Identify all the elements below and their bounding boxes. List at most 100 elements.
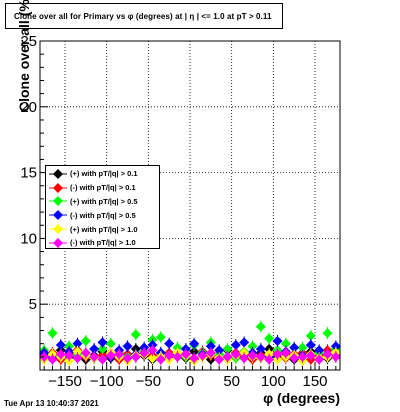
chart-title-box: Clone over all for Primary vs φ (degrees… [5, 3, 283, 29]
data-point [47, 353, 58, 366]
legend-label: (+) with pT/|q| > 0.1 [70, 169, 138, 179]
data-point [314, 353, 325, 366]
data-point [180, 348, 191, 361]
data-point [197, 349, 208, 362]
diamond-marker [322, 328, 333, 339]
diamond-marker [172, 351, 183, 362]
legend-entry: (-) with pT/|q| > 1.0 [46, 236, 159, 250]
data-point [97, 336, 108, 349]
diamond-marker [289, 342, 300, 353]
data-point [72, 352, 83, 365]
data-point [322, 327, 333, 340]
diamond-marker [205, 341, 216, 352]
diamond-marker [247, 350, 258, 361]
data-point [164, 337, 175, 350]
diamond-marker [247, 341, 258, 352]
diamond-marker [205, 347, 216, 358]
tick-labels: 5 10 15 20 25 −150 −100 −50 0 50 100 150 [20, 33, 327, 390]
y-tick-label: 25 [20, 33, 37, 50]
data-markers [39, 320, 341, 367]
diamond-marker [155, 354, 166, 365]
data-point [255, 342, 266, 355]
data-point [239, 352, 250, 365]
legend-entry: (+) with pT/|q| > 1.0 [46, 222, 159, 236]
data-point [289, 352, 300, 365]
diamond-marker [255, 351, 266, 362]
diamond-marker [97, 337, 108, 348]
y-axis-label: Clone over all (%) [16, 0, 32, 112]
y-tick-label: 15 [20, 165, 37, 182]
data-point [114, 348, 125, 361]
data-point [239, 336, 250, 349]
data-point [122, 352, 133, 365]
diamond-marker [47, 354, 58, 365]
y-tick-label: 20 [20, 99, 37, 116]
legend-entry: (+) with pT/|q| > 0.5 [46, 195, 159, 209]
data-point [189, 352, 200, 365]
diamond-marker [214, 345, 225, 356]
diamond-marker [189, 338, 200, 349]
diamond-marker [164, 338, 175, 349]
data-point [230, 348, 241, 361]
data-point [97, 342, 108, 355]
data-point [130, 328, 141, 341]
diamond-marker [222, 351, 233, 362]
data-point [272, 348, 283, 361]
diamond-marker [105, 350, 116, 361]
data-point [164, 349, 175, 362]
diamond-marker [155, 332, 166, 343]
legend-label: (+) with pT/|q| > 1.0 [70, 224, 138, 234]
x-tick-label: −150 [48, 373, 82, 390]
diamond-marker [189, 346, 200, 357]
legend-entry: (-) with pT/|q| > 0.1 [46, 181, 159, 195]
diamond-marker [164, 350, 175, 361]
diamond-marker [105, 338, 116, 349]
diamond-marker [305, 339, 316, 350]
legend-marker-icon [46, 182, 70, 193]
diamond-marker [264, 354, 275, 365]
diamond-marker [239, 337, 250, 348]
diamond-marker [180, 349, 191, 360]
diamond-marker [89, 343, 100, 354]
diamond-marker [72, 346, 83, 357]
data-point [147, 344, 158, 357]
diamond-marker [197, 350, 208, 361]
legend: (+) with pT/|q| > 0.1 (-) with pT/|q| > … [45, 165, 160, 249]
diamond-marker [55, 339, 66, 350]
diamond-marker [289, 353, 300, 364]
legend-marker-icon [46, 196, 70, 207]
diamond-marker [47, 328, 58, 339]
legend-marker-icon [46, 224, 70, 235]
diamond-marker [280, 347, 291, 358]
diamond-marker [80, 336, 91, 347]
data-point [89, 350, 100, 363]
diamond-marker [264, 333, 275, 344]
data-point [80, 346, 91, 359]
data-point [80, 335, 91, 348]
diamond-marker [130, 329, 141, 340]
diamond-marker [214, 354, 225, 365]
diamond-marker [147, 353, 158, 364]
diamond-marker [314, 354, 325, 365]
data-point [330, 350, 341, 363]
diamond-marker [72, 353, 83, 364]
data-point [205, 346, 216, 359]
y-tick-label: 10 [20, 230, 37, 247]
diamond-marker [139, 347, 150, 358]
y-tick-label: 5 [29, 296, 37, 313]
x-tick-label: 0 [186, 373, 194, 390]
legend-marker-icon [46, 210, 70, 221]
x-tick-label: 50 [223, 373, 240, 390]
data-point [255, 350, 266, 363]
diamond-marker [97, 343, 108, 354]
diamond-marker [97, 354, 108, 365]
legend-label: (+) with pT/|q| > 0.5 [70, 196, 138, 206]
diamond-marker [130, 351, 141, 362]
diamond-marker [222, 343, 233, 354]
data-point [264, 353, 275, 366]
data-point [55, 348, 66, 361]
diamond-marker [230, 339, 241, 350]
data-point [247, 349, 258, 362]
diamond-marker [305, 350, 316, 361]
data-point [64, 349, 75, 362]
